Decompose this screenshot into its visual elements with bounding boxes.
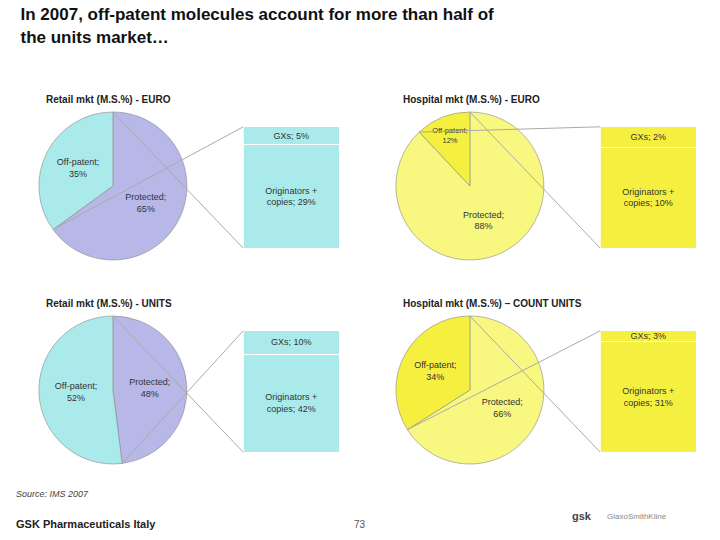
svg-text:Protected;48%: Protected;48%	[129, 377, 170, 399]
svg-text:Off-patent;52%: Off-patent;52%	[55, 381, 97, 403]
svg-text:Protected;65%: Protected;65%	[125, 192, 166, 214]
svg-text:gsk: gsk	[572, 510, 592, 522]
svg-text:GXs; 10%: GXs; 10%	[271, 337, 312, 347]
svg-text:Originators +copies; 31%: Originators +copies; 31%	[622, 386, 674, 408]
svg-text:GXs; 3%: GXs; 3%	[631, 331, 667, 341]
svg-text:Originators +copies; 29%: Originators +copies; 29%	[265, 186, 317, 208]
svg-text:Off-patent;12%: Off-patent;12%	[432, 126, 467, 145]
svg-text:Hospital mkt (M.S.%) - EURO: Hospital mkt (M.S.%) - EURO	[403, 94, 540, 105]
svg-text:73: 73	[354, 519, 366, 530]
svg-text:Off-patent;34%: Off-patent;34%	[414, 360, 456, 382]
svg-text:GSK Pharmaceuticals Italy: GSK Pharmaceuticals Italy	[16, 518, 156, 530]
svg-text:Retail mkt (M.S.%) - EURO: Retail mkt (M.S.%) - EURO	[46, 94, 171, 105]
svg-text:Hospital mkt (M.S.%) – COUNT U: Hospital mkt (M.S.%) – COUNT UNITS	[403, 298, 582, 309]
svg-text:Source: IMS 2007: Source: IMS 2007	[16, 489, 89, 499]
svg-text:Originators +copies; 10%: Originators +copies; 10%	[622, 187, 674, 209]
svg-text:Originators +copies; 42%: Originators +copies; 42%	[265, 392, 317, 414]
svg-text:Protected;66%: Protected;66%	[482, 397, 523, 419]
svg-text:Off-patent;35%: Off-patent;35%	[57, 157, 99, 179]
svg-text:GXs; 5%: GXs; 5%	[274, 131, 310, 141]
svg-text:Retail mkt (M.S.%) - UNITS: Retail mkt (M.S.%) - UNITS	[46, 298, 172, 309]
svg-text:GXs; 2%: GXs; 2%	[631, 132, 667, 142]
svg-text:GlaxoSmithKline: GlaxoSmithKline	[607, 512, 667, 521]
svg-text:Protected;88%: Protected;88%	[463, 210, 504, 232]
svg-text:In 2007, off-patent molecules: In 2007, off-patent molecules account fo…	[21, 5, 495, 46]
